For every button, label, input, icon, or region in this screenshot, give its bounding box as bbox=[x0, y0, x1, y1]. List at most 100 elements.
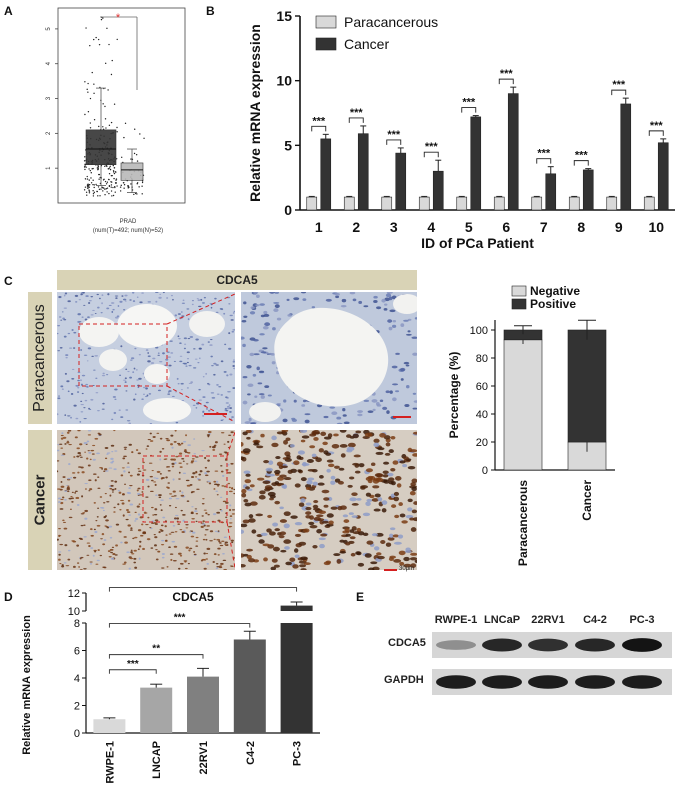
cell-nucleus bbox=[120, 541, 123, 544]
cell-nucleus bbox=[372, 485, 380, 489]
cell-nucleus bbox=[66, 486, 70, 489]
row-label-paracancerous: Paracancerous bbox=[31, 304, 48, 412]
cell-nucleus bbox=[170, 434, 174, 437]
cell-nucleus bbox=[413, 400, 417, 403]
cell-nucleus bbox=[299, 564, 307, 568]
cell-nucleus bbox=[341, 298, 347, 303]
cell-nucleus bbox=[159, 361, 163, 363]
d-title: CDCA5 bbox=[172, 590, 214, 604]
cell-nucleus bbox=[376, 473, 384, 478]
cell-nucleus bbox=[222, 559, 227, 561]
cell-nucleus bbox=[318, 448, 324, 453]
b-bar-paracancerous-6 bbox=[493, 196, 505, 211]
cell-nucleus bbox=[399, 460, 406, 464]
cell-nucleus bbox=[309, 525, 318, 529]
cell-nucleus bbox=[214, 441, 218, 444]
cell-nucleus bbox=[187, 444, 192, 446]
cell-nucleus bbox=[68, 444, 72, 446]
cell-nucleus bbox=[338, 480, 344, 485]
cell-nucleus bbox=[111, 310, 114, 314]
cell-nucleus bbox=[347, 442, 356, 448]
cell-nucleus bbox=[208, 482, 212, 485]
cell-nucleus bbox=[328, 520, 334, 525]
cell-nucleus bbox=[352, 531, 361, 535]
cell-nucleus bbox=[85, 295, 89, 298]
cell-nucleus bbox=[180, 382, 184, 385]
cell-nucleus bbox=[127, 499, 131, 502]
cell-nucleus bbox=[191, 458, 195, 460]
cell-nucleus bbox=[107, 550, 111, 553]
cell-nucleus bbox=[168, 364, 172, 367]
cell-nucleus bbox=[57, 413, 59, 416]
blot-band-cdca5-c4-2 bbox=[575, 638, 615, 652]
cell-nucleus bbox=[167, 393, 171, 395]
cell-nucleus bbox=[159, 437, 163, 440]
cell-nucleus bbox=[158, 530, 161, 534]
a-dot bbox=[92, 195, 95, 197]
a-dot bbox=[93, 191, 96, 194]
a-dot bbox=[113, 167, 116, 169]
cell-nucleus bbox=[88, 490, 91, 492]
cell-nucleus bbox=[70, 476, 73, 479]
cell-nucleus bbox=[117, 304, 120, 307]
cell-nucleus bbox=[101, 408, 105, 410]
cell-nucleus bbox=[218, 540, 221, 543]
cell-nucleus bbox=[290, 515, 298, 519]
cell-nucleus bbox=[130, 549, 133, 552]
cell-nucleus bbox=[149, 422, 153, 424]
cell-nucleus bbox=[232, 365, 235, 368]
cell-nucleus bbox=[153, 481, 157, 483]
cell-nucleus bbox=[133, 398, 136, 401]
cell-nucleus bbox=[60, 385, 64, 388]
cell-nucleus bbox=[88, 544, 91, 548]
a-dot bbox=[136, 160, 139, 162]
c-legend-label-0: Negative bbox=[530, 284, 580, 298]
blot-band-cdca5-22rv1 bbox=[528, 638, 568, 652]
cell-nucleus bbox=[264, 385, 270, 389]
cell-nucleus bbox=[92, 554, 95, 557]
a-dot bbox=[124, 122, 127, 125]
cell-nucleus bbox=[60, 485, 65, 488]
cell-nucleus bbox=[139, 540, 142, 543]
cell-nucleus bbox=[286, 298, 290, 301]
cell-nucleus bbox=[134, 536, 138, 539]
cell-nucleus bbox=[394, 514, 400, 519]
cell-nucleus bbox=[412, 431, 417, 435]
cell-nucleus bbox=[79, 454, 82, 457]
cell-nucleus bbox=[121, 467, 125, 469]
cell-nucleus bbox=[100, 538, 103, 540]
cell-nucleus bbox=[371, 533, 378, 537]
cell-nucleus bbox=[128, 471, 131, 474]
b-significance-bracket bbox=[611, 89, 627, 96]
row-label-band-paracancerous bbox=[28, 292, 52, 424]
cell-nucleus bbox=[225, 516, 228, 519]
cell-nucleus bbox=[157, 389, 161, 392]
cell-nucleus bbox=[170, 531, 175, 533]
cell-nucleus bbox=[168, 533, 172, 535]
cell-nucleus bbox=[216, 511, 221, 514]
a-dot bbox=[86, 187, 89, 189]
cell-nucleus bbox=[103, 539, 107, 541]
cell-nucleus bbox=[157, 352, 160, 354]
cell-nucleus bbox=[287, 469, 293, 474]
cell-nucleus bbox=[158, 296, 162, 299]
cell-nucleus bbox=[76, 447, 80, 450]
cell-nucleus bbox=[260, 532, 268, 537]
cell-nucleus bbox=[209, 339, 213, 341]
cell-nucleus bbox=[101, 532, 105, 536]
cell-nucleus bbox=[313, 516, 322, 521]
cell-nucleus bbox=[195, 520, 198, 523]
cell-nucleus bbox=[120, 499, 124, 502]
cell-nucleus bbox=[134, 566, 138, 569]
cell-nucleus bbox=[231, 541, 234, 544]
panel-a-letter: A bbox=[4, 4, 13, 18]
cell-nucleus bbox=[174, 314, 178, 317]
cell-nucleus bbox=[63, 527, 68, 530]
cell-nucleus bbox=[169, 493, 173, 495]
cell-nucleus bbox=[67, 332, 71, 335]
cell-nucleus bbox=[97, 487, 101, 489]
cell-nucleus bbox=[279, 519, 288, 523]
a-dot bbox=[88, 168, 90, 170]
cell-nucleus bbox=[263, 460, 269, 464]
